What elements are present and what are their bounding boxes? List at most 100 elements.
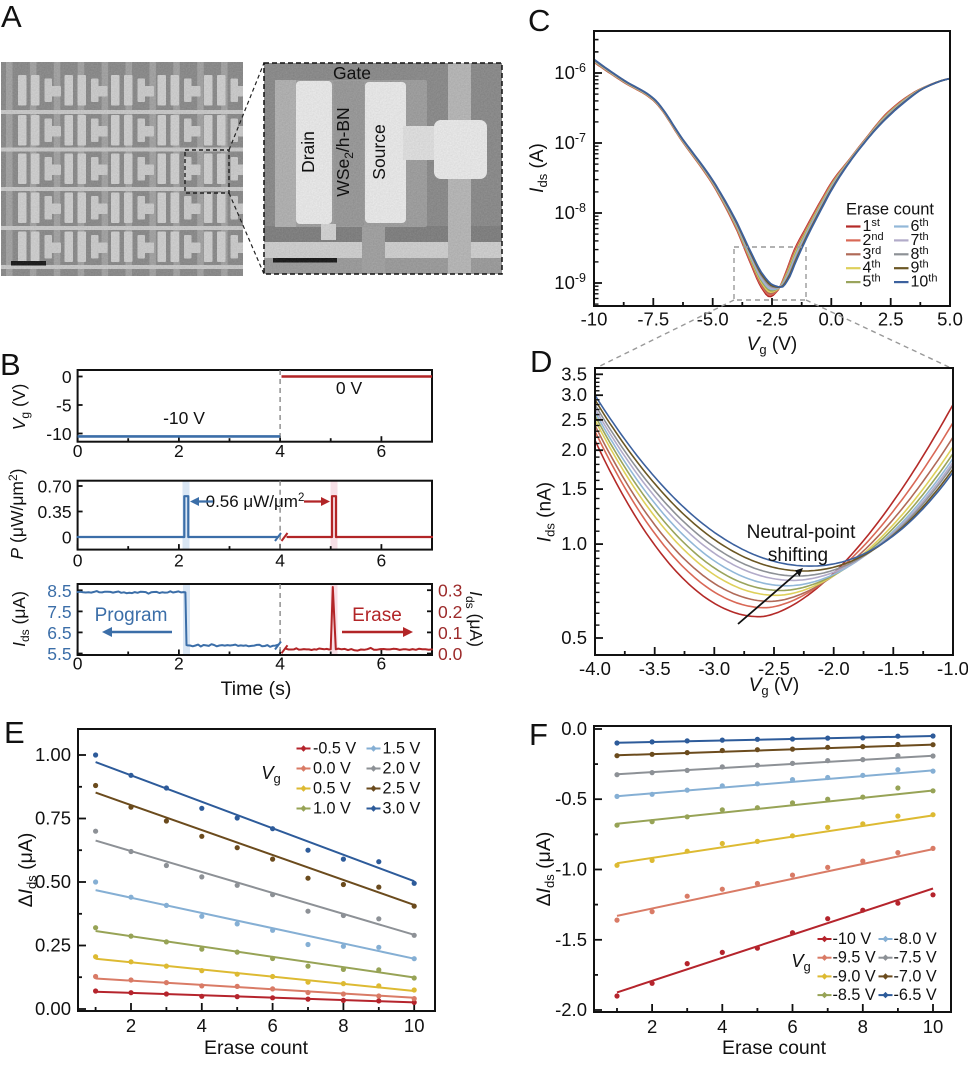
svg-text:-9.5 V: -9.5 V [833, 949, 876, 967]
svg-text:-2.5: -2.5 [758, 658, 790, 679]
svg-text:WSe2/h-BN: WSe2/h-BN [333, 107, 356, 196]
svg-text:-5.0: -5.0 [697, 309, 729, 330]
svg-text:Erase count: Erase count [846, 201, 934, 219]
svg-text:Program: Program [95, 605, 168, 626]
svg-text:Vg (V): Vg (V) [747, 334, 798, 357]
svg-text:D: D [530, 344, 552, 379]
svg-text:4: 4 [197, 1015, 207, 1036]
svg-text:2.5: 2.5 [878, 309, 904, 330]
svg-text:6: 6 [267, 1015, 277, 1036]
svg-text:0: 0 [62, 367, 72, 387]
svg-text:3.5: 3.5 [561, 363, 587, 384]
svg-text:0.35: 0.35 [38, 502, 72, 522]
svg-text:0: 0 [73, 654, 83, 674]
svg-text:-10 V: -10 V [833, 930, 872, 948]
svg-text:2.5 V: 2.5 V [383, 780, 421, 798]
svg-text:10: 10 [923, 1016, 944, 1037]
svg-text:0.1: 0.1 [438, 623, 462, 643]
svg-text:5.5: 5.5 [47, 644, 71, 664]
svg-text:6: 6 [787, 1016, 797, 1037]
svg-text:-6.5 V: -6.5 V [894, 986, 937, 1004]
svg-text:shifting: shifting [768, 545, 828, 566]
svg-text:-9.0 V: -9.0 V [833, 967, 876, 985]
svg-text:2: 2 [174, 551, 184, 571]
svg-text:8: 8 [858, 1016, 868, 1037]
svg-text:0: 0 [73, 551, 83, 571]
svg-text:Erase count: Erase count [204, 1037, 309, 1059]
svg-text:-3.0: -3.0 [698, 658, 730, 679]
svg-text:4: 4 [717, 1016, 727, 1037]
svg-text:2: 2 [126, 1015, 136, 1036]
svg-text:1.5 V: 1.5 V [383, 740, 421, 758]
svg-text:4: 4 [275, 654, 285, 674]
svg-text:-7.0 V: -7.0 V [894, 967, 937, 985]
svg-text:-4.0: -4.0 [579, 658, 611, 679]
svg-text:B: B [0, 347, 21, 382]
svg-text:Ids (A): Ids (A) [527, 143, 550, 193]
svg-text:3.0: 3.0 [561, 384, 587, 405]
svg-text:0 V: 0 V [336, 378, 363, 398]
svg-text:8.5: 8.5 [47, 581, 71, 601]
svg-text:Ids (μA): Ids (μA) [9, 591, 32, 647]
svg-text:-1.5: -1.5 [555, 929, 587, 950]
svg-text:-5: -5 [56, 396, 72, 416]
svg-text:10: 10 [404, 1015, 425, 1036]
svg-text:2: 2 [647, 1016, 657, 1037]
svg-text:0.0 V: 0.0 V [313, 760, 351, 778]
svg-text:Ids (μA): Ids (μA) [463, 591, 486, 647]
svg-text:6.5: 6.5 [47, 623, 71, 643]
svg-text:0.2: 0.2 [438, 602, 462, 622]
svg-text:-8.5 V: -8.5 V [833, 986, 876, 1004]
svg-text:2: 2 [174, 441, 184, 461]
svg-text:1.0: 1.0 [561, 533, 587, 554]
svg-text:0.25: 0.25 [35, 935, 71, 956]
svg-text:-7.5 V: -7.5 V [894, 949, 937, 967]
svg-text:A: A [1, 0, 22, 34]
svg-text:Neutral-point: Neutral-point [747, 522, 856, 543]
svg-text:6: 6 [377, 654, 387, 674]
svg-text:Vg (V): Vg (V) [749, 675, 800, 698]
svg-text:Vg: Vg [261, 762, 281, 786]
svg-text:7.5: 7.5 [47, 602, 71, 622]
svg-text:6: 6 [377, 551, 387, 571]
svg-text:-2.5: -2.5 [756, 309, 788, 330]
svg-text:-2.0: -2.0 [555, 999, 587, 1020]
svg-text:0.00: 0.00 [35, 998, 71, 1019]
svg-text:4: 4 [275, 441, 285, 461]
svg-text:ΔIds (μA): ΔIds (μA) [533, 832, 557, 907]
svg-text:-1.0: -1.0 [937, 658, 968, 679]
svg-text:2.0: 2.0 [561, 439, 587, 460]
svg-text:0.0: 0.0 [818, 309, 844, 330]
svg-text:0.70: 0.70 [38, 477, 72, 497]
svg-text:ΔIds (μA): ΔIds (μA) [15, 833, 39, 908]
svg-text:1.00: 1.00 [35, 744, 71, 765]
svg-text:Vg: Vg [791, 950, 811, 974]
svg-text:-7.5: -7.5 [637, 309, 669, 330]
svg-text:-3.5: -3.5 [639, 658, 671, 679]
svg-text:-0.5: -0.5 [555, 788, 587, 809]
svg-text:2.5: 2.5 [561, 409, 587, 430]
svg-text:E: E [4, 715, 25, 750]
svg-text:2: 2 [174, 654, 184, 674]
svg-text:0.5: 0.5 [561, 627, 587, 648]
svg-text:Gate: Gate [333, 63, 371, 83]
svg-text:-10: -10 [581, 309, 608, 330]
svg-text:0.56 μW/μm2: 0.56 μW/μm2 [206, 492, 305, 511]
svg-text:3.0 V: 3.0 V [383, 800, 421, 818]
svg-text:Ids (nA): Ids (nA) [535, 482, 558, 542]
svg-text:4: 4 [275, 551, 285, 571]
svg-text:0.75: 0.75 [35, 808, 71, 829]
svg-text:-2.0: -2.0 [818, 658, 850, 679]
svg-text:0.3: 0.3 [438, 581, 462, 601]
svg-text:-1.0: -1.0 [555, 859, 587, 880]
svg-text:0: 0 [73, 441, 83, 461]
svg-text:-8.0 V: -8.0 V [894, 930, 937, 948]
svg-text:0.0: 0.0 [561, 718, 587, 739]
svg-text:0.0: 0.0 [438, 644, 463, 664]
svg-text:Erase count: Erase count [722, 1037, 827, 1059]
svg-text:Vg (V): Vg (V) [9, 384, 32, 431]
svg-text:Drain: Drain [298, 131, 318, 173]
svg-text:-10 V: -10 V [163, 408, 205, 428]
svg-text:C: C [528, 3, 550, 38]
svg-text:1.5: 1.5 [561, 478, 587, 499]
